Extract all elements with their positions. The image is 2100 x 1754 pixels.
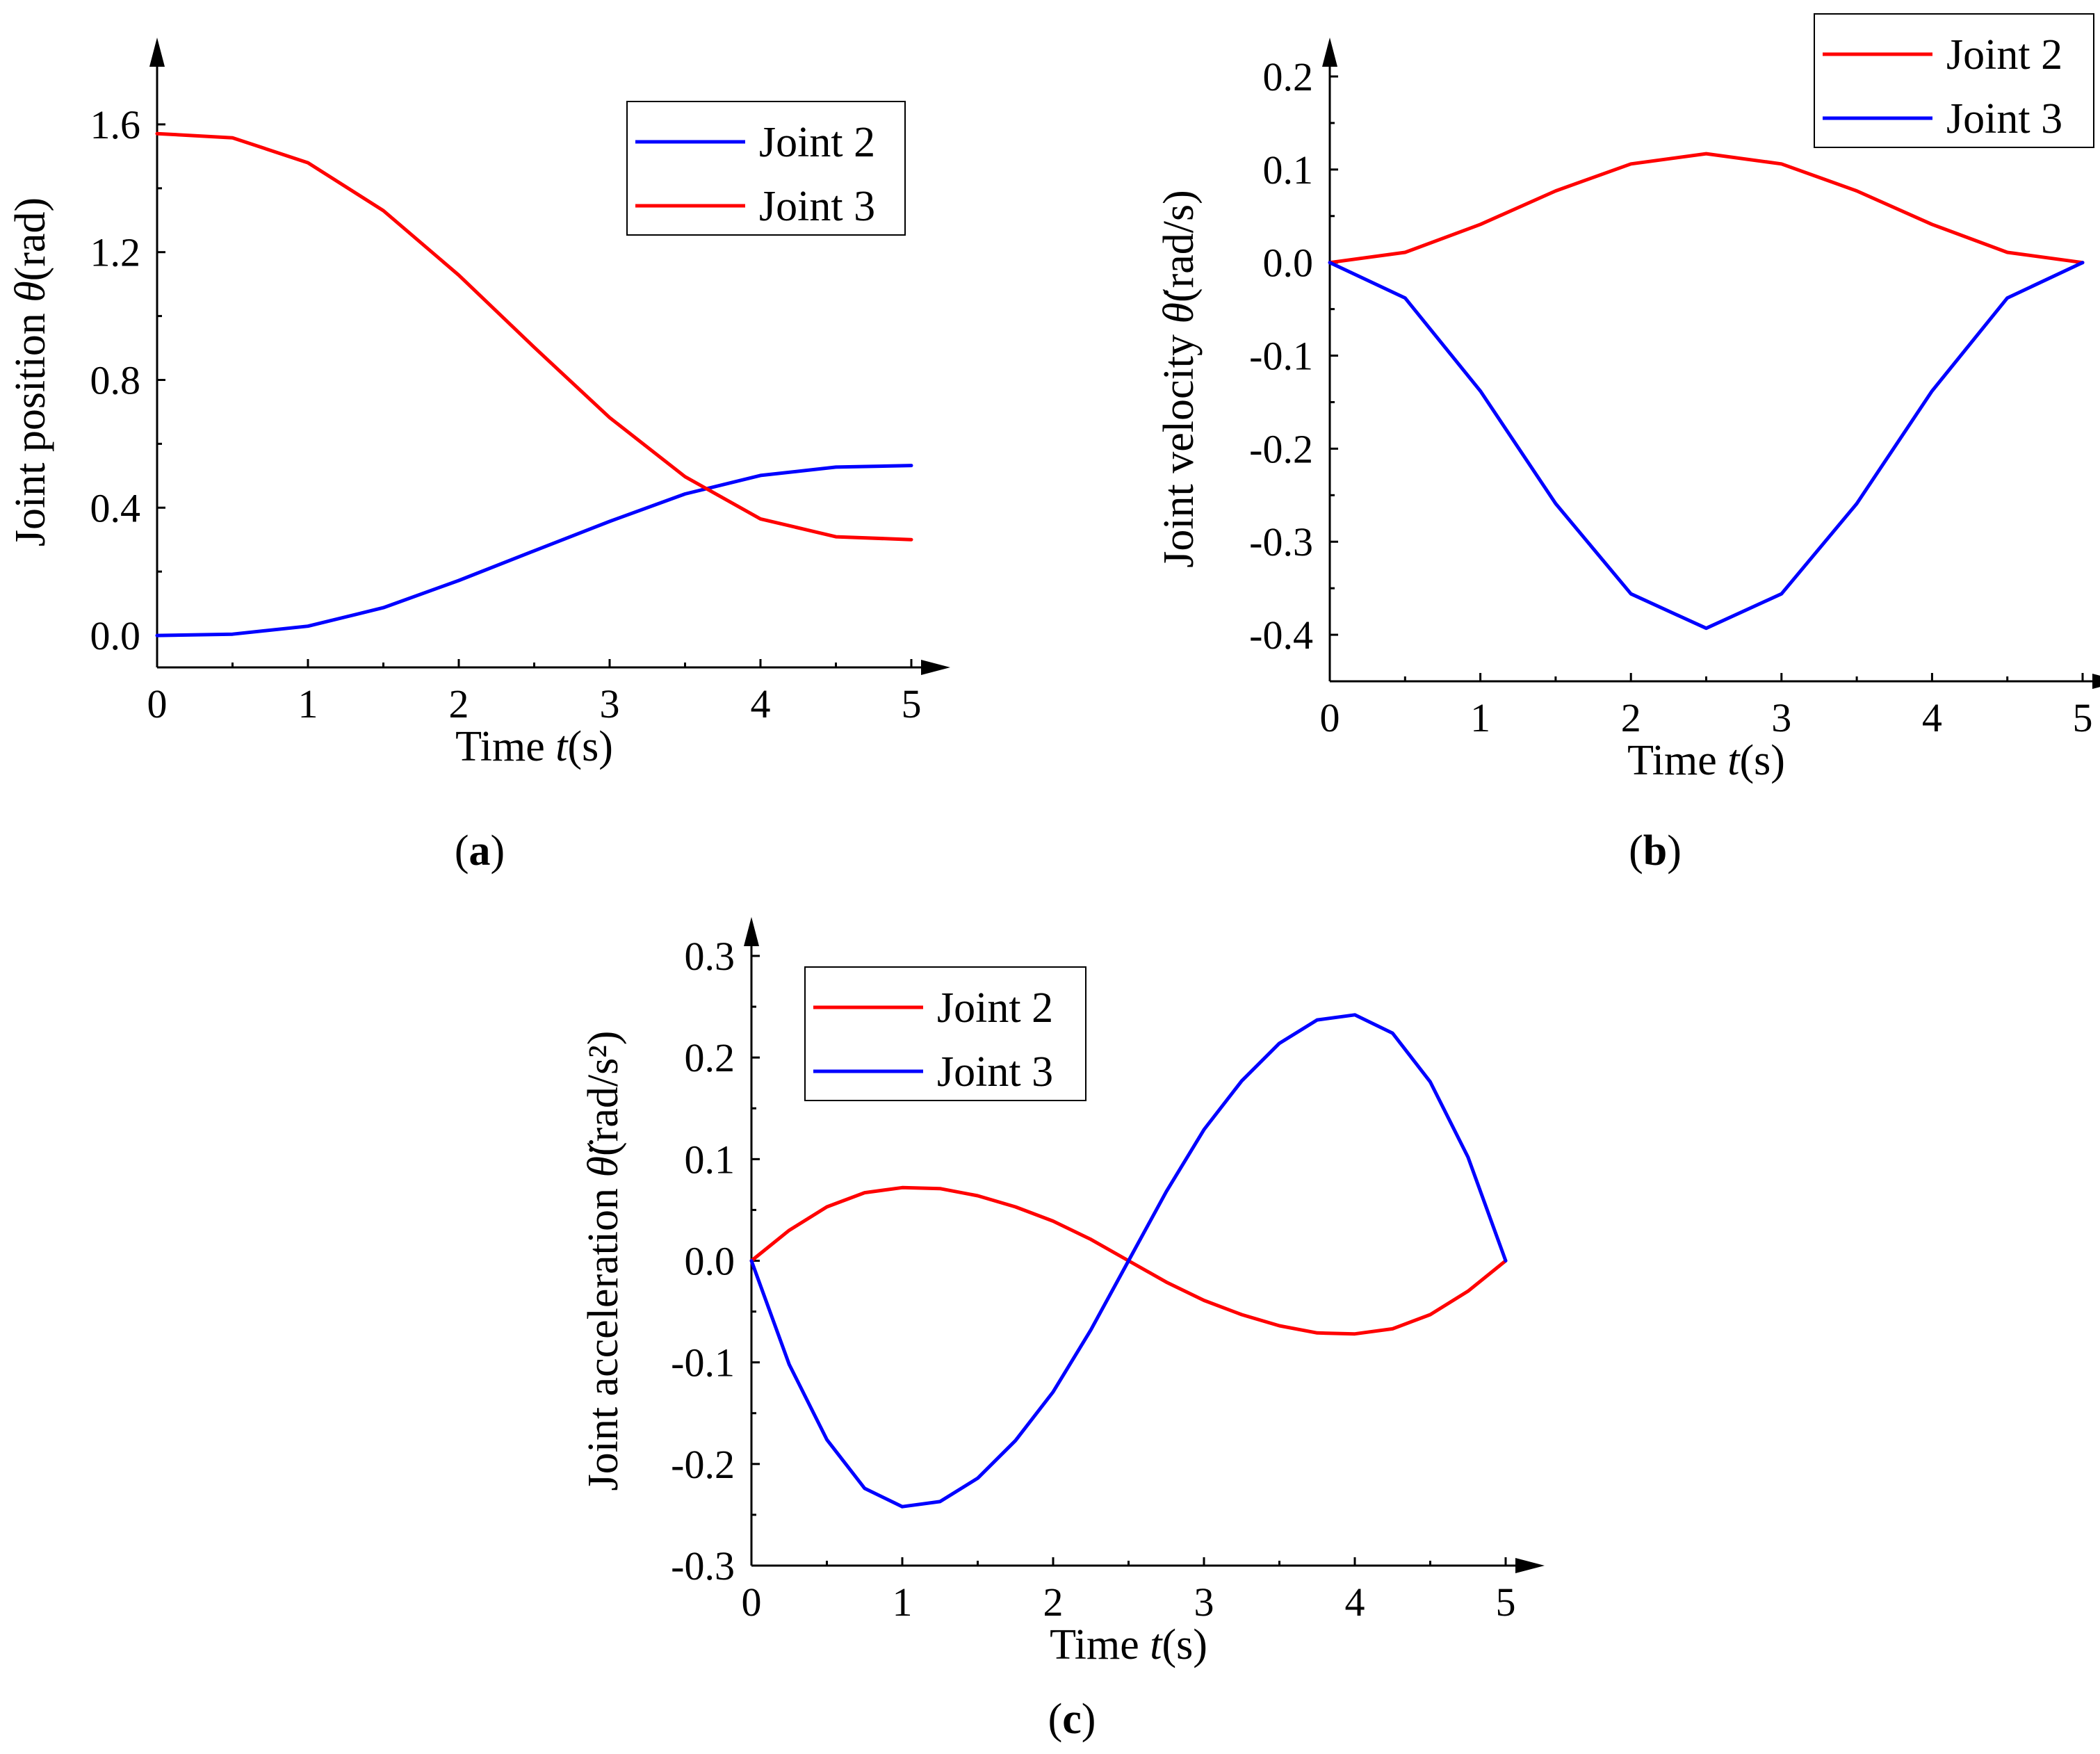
x-tick-label: 5 bbox=[1496, 1580, 1516, 1625]
legend: Joint 2 Joint 3 bbox=[804, 966, 1086, 1101]
y-tick-label: -0.3 bbox=[1249, 519, 1313, 565]
x-tick-label: 3 bbox=[600, 681, 620, 726]
legend-box bbox=[626, 101, 906, 236]
x-tick-label: 1 bbox=[893, 1580, 913, 1625]
y-tick-label: 0.3 bbox=[685, 934, 735, 979]
y-tick-label: 1.2 bbox=[90, 230, 141, 275]
y-axis-title: Joint acceleration θ̈(rad/s²) bbox=[580, 1031, 627, 1491]
x-tick-label: 2 bbox=[1043, 1580, 1064, 1625]
y-axis-title: Joint velocity θ̇(rad/s) bbox=[1155, 190, 1203, 568]
y-tick-label: 0.2 bbox=[1263, 54, 1314, 99]
y-axis-arrow bbox=[744, 917, 759, 946]
y-tick-label: -0.1 bbox=[671, 1340, 735, 1386]
y-tick-label: 0.0 bbox=[685, 1239, 735, 1284]
legend-label: Joint 3 bbox=[1946, 95, 2062, 143]
y-tick-label: -0.2 bbox=[1249, 426, 1313, 471]
legend-label: Joint 2 bbox=[937, 984, 1053, 1032]
legend-label: Joint 3 bbox=[759, 183, 875, 230]
x-tick-label: 0 bbox=[742, 1580, 762, 1625]
y-tick-label: 0.2 bbox=[685, 1035, 735, 1080]
x-tick-label: 0 bbox=[147, 681, 168, 726]
panel-a: 0 1 2 3 4 5 0.0 0.4 0.8 1.2 1.6 Time t(s) Joint posi… bbox=[7, 38, 950, 875]
x-axis-arrow bbox=[921, 660, 950, 675]
y-tick-label: 0.8 bbox=[90, 357, 141, 403]
legend: Joint 2 Joint 3 bbox=[626, 101, 906, 236]
y-tick-label: -0.2 bbox=[671, 1442, 735, 1487]
legend-label: Joint 3 bbox=[937, 1048, 1053, 1096]
x-tick-label: 1 bbox=[298, 681, 318, 726]
x-tick-label: 3 bbox=[1771, 695, 1791, 740]
panel-label: (c) bbox=[1048, 1696, 1096, 1743]
x-tick-label: 1 bbox=[1470, 695, 1490, 740]
series-line-joint-3 bbox=[155, 131, 913, 542]
axes: 0 1 2 3 4 5 0.0 0.4 0.8 1.2 1.6 bbox=[90, 38, 950, 726]
x-tick-label: 0 bbox=[1320, 695, 1340, 740]
x-tick-label: 5 bbox=[2073, 695, 2093, 740]
legend-box bbox=[804, 966, 1086, 1101]
series-line-joint-2 bbox=[1328, 152, 2085, 265]
x-tick-label: 4 bbox=[1922, 695, 1942, 740]
x-tick-label: 4 bbox=[1345, 1580, 1365, 1625]
legend-label: Joint 2 bbox=[759, 119, 875, 166]
x-axis-arrow bbox=[2092, 674, 2100, 689]
legend-label: Joint 2 bbox=[1946, 31, 2062, 79]
panel-label: (a) bbox=[455, 827, 505, 875]
legend-box bbox=[1814, 13, 2094, 148]
x-axis-title: Time t(s) bbox=[455, 723, 613, 770]
panel-label: (b) bbox=[1629, 827, 1682, 875]
y-tick-label: -0.4 bbox=[1249, 612, 1313, 658]
y-tick-label: 0.4 bbox=[90, 485, 141, 530]
x-axis-arrow bbox=[1515, 1558, 1545, 1573]
panel-c: 0 1 2 3 4 5 -0.3 -0.2 -0.1 0.0 0.1 0.2 0.3 Time t(s) J… bbox=[580, 917, 1545, 1743]
y-tick-label: 0.0 bbox=[90, 613, 141, 658]
series-line-joint-3 bbox=[1328, 261, 2085, 631]
x-tick-label: 2 bbox=[1621, 695, 1641, 740]
y-axis-arrow bbox=[1322, 38, 1337, 67]
x-tick-label: 3 bbox=[1194, 1580, 1214, 1625]
y-tick-label: 1.6 bbox=[90, 102, 141, 147]
axes: 0 1 2 3 4 5 -0.4 -0.3 -0.2 -0.1 0.0 0.1 0.2 bbox=[1249, 38, 2100, 740]
y-axis-arrow bbox=[149, 38, 165, 67]
x-tick-label: 4 bbox=[751, 681, 771, 726]
y-tick-label: -0.3 bbox=[671, 1543, 735, 1589]
x-tick-label: 5 bbox=[902, 681, 922, 726]
x-tick-label: 2 bbox=[449, 681, 469, 726]
y-tick-label: 0.1 bbox=[1263, 147, 1314, 193]
legend: Joint 2 Joint 3 bbox=[1814, 13, 2094, 148]
y-axis-title: Joint position θ(rad) bbox=[7, 197, 54, 546]
panel-b: 0 1 2 3 4 5 -0.4 -0.3 -0.2 -0.1 0.0 0.1 0.2 Time t(s)… bbox=[1155, 13, 2100, 875]
series-line-joint-2 bbox=[155, 464, 913, 638]
x-axis-title: Time t(s) bbox=[1050, 1621, 1207, 1668]
axes: 0 1 2 3 4 5 -0.3 -0.2 -0.1 0.0 0.1 0.2 0.3 bbox=[671, 917, 1545, 1625]
series-line-joint-3 bbox=[749, 1013, 1508, 1509]
y-tick-label: 0.1 bbox=[685, 1137, 735, 1182]
x-axis-title: Time t(s) bbox=[1627, 737, 1785, 784]
y-tick-label: 0.0 bbox=[1263, 241, 1314, 286]
y-tick-label: -0.1 bbox=[1249, 334, 1313, 379]
